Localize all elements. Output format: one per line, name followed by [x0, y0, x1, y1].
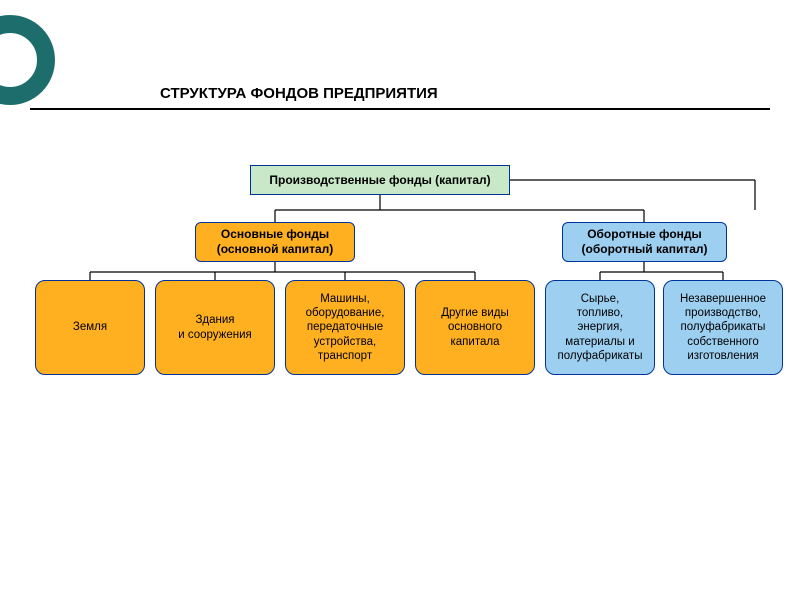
node-fixed-funds: Основные фонды(основной капитал) — [195, 222, 355, 262]
node-root-label: Производственные фонды (капитал) — [269, 173, 490, 188]
node-other-capital: Другие видыосновногокапитала — [415, 280, 535, 375]
node-land-label: Земля — [73, 320, 107, 334]
node-wip-label: Незавершенноепроизводство,полуфабрикатыс… — [680, 292, 766, 364]
node-wip: Незавершенноепроизводство,полуфабрикатыс… — [663, 280, 783, 375]
node-land: Земля — [35, 280, 145, 375]
title-underline — [30, 108, 770, 110]
node-working-funds-label: Оборотные фонды(оборотный капитал) — [582, 227, 708, 257]
node-machines-label: Машины,оборудование,передаточныеустройст… — [306, 292, 385, 364]
page-title: СТРУКТУРА ФОНДОВ ПРЕДПРИЯТИЯ — [160, 85, 770, 102]
node-working-funds: Оборотные фонды(оборотный капитал) — [562, 222, 727, 262]
node-machines: Машины,оборудование,передаточныеустройст… — [285, 280, 405, 375]
node-buildings-label: Зданияи сооружения — [178, 313, 252, 342]
node-raw-materials: Сырье,топливо,энергия,материалы иполуфаб… — [545, 280, 655, 375]
node-raw-materials-label: Сырье,топливо,энергия,материалы иполуфаб… — [558, 292, 643, 364]
node-fixed-funds-label: Основные фонды(основной капитал) — [217, 227, 334, 257]
node-root: Производственные фонды (капитал) — [250, 165, 510, 195]
node-buildings: Зданияи сооружения — [155, 280, 275, 375]
slide-bullet-decoration — [0, 15, 55, 105]
node-other-capital-label: Другие видыосновногокапитала — [441, 306, 509, 349]
